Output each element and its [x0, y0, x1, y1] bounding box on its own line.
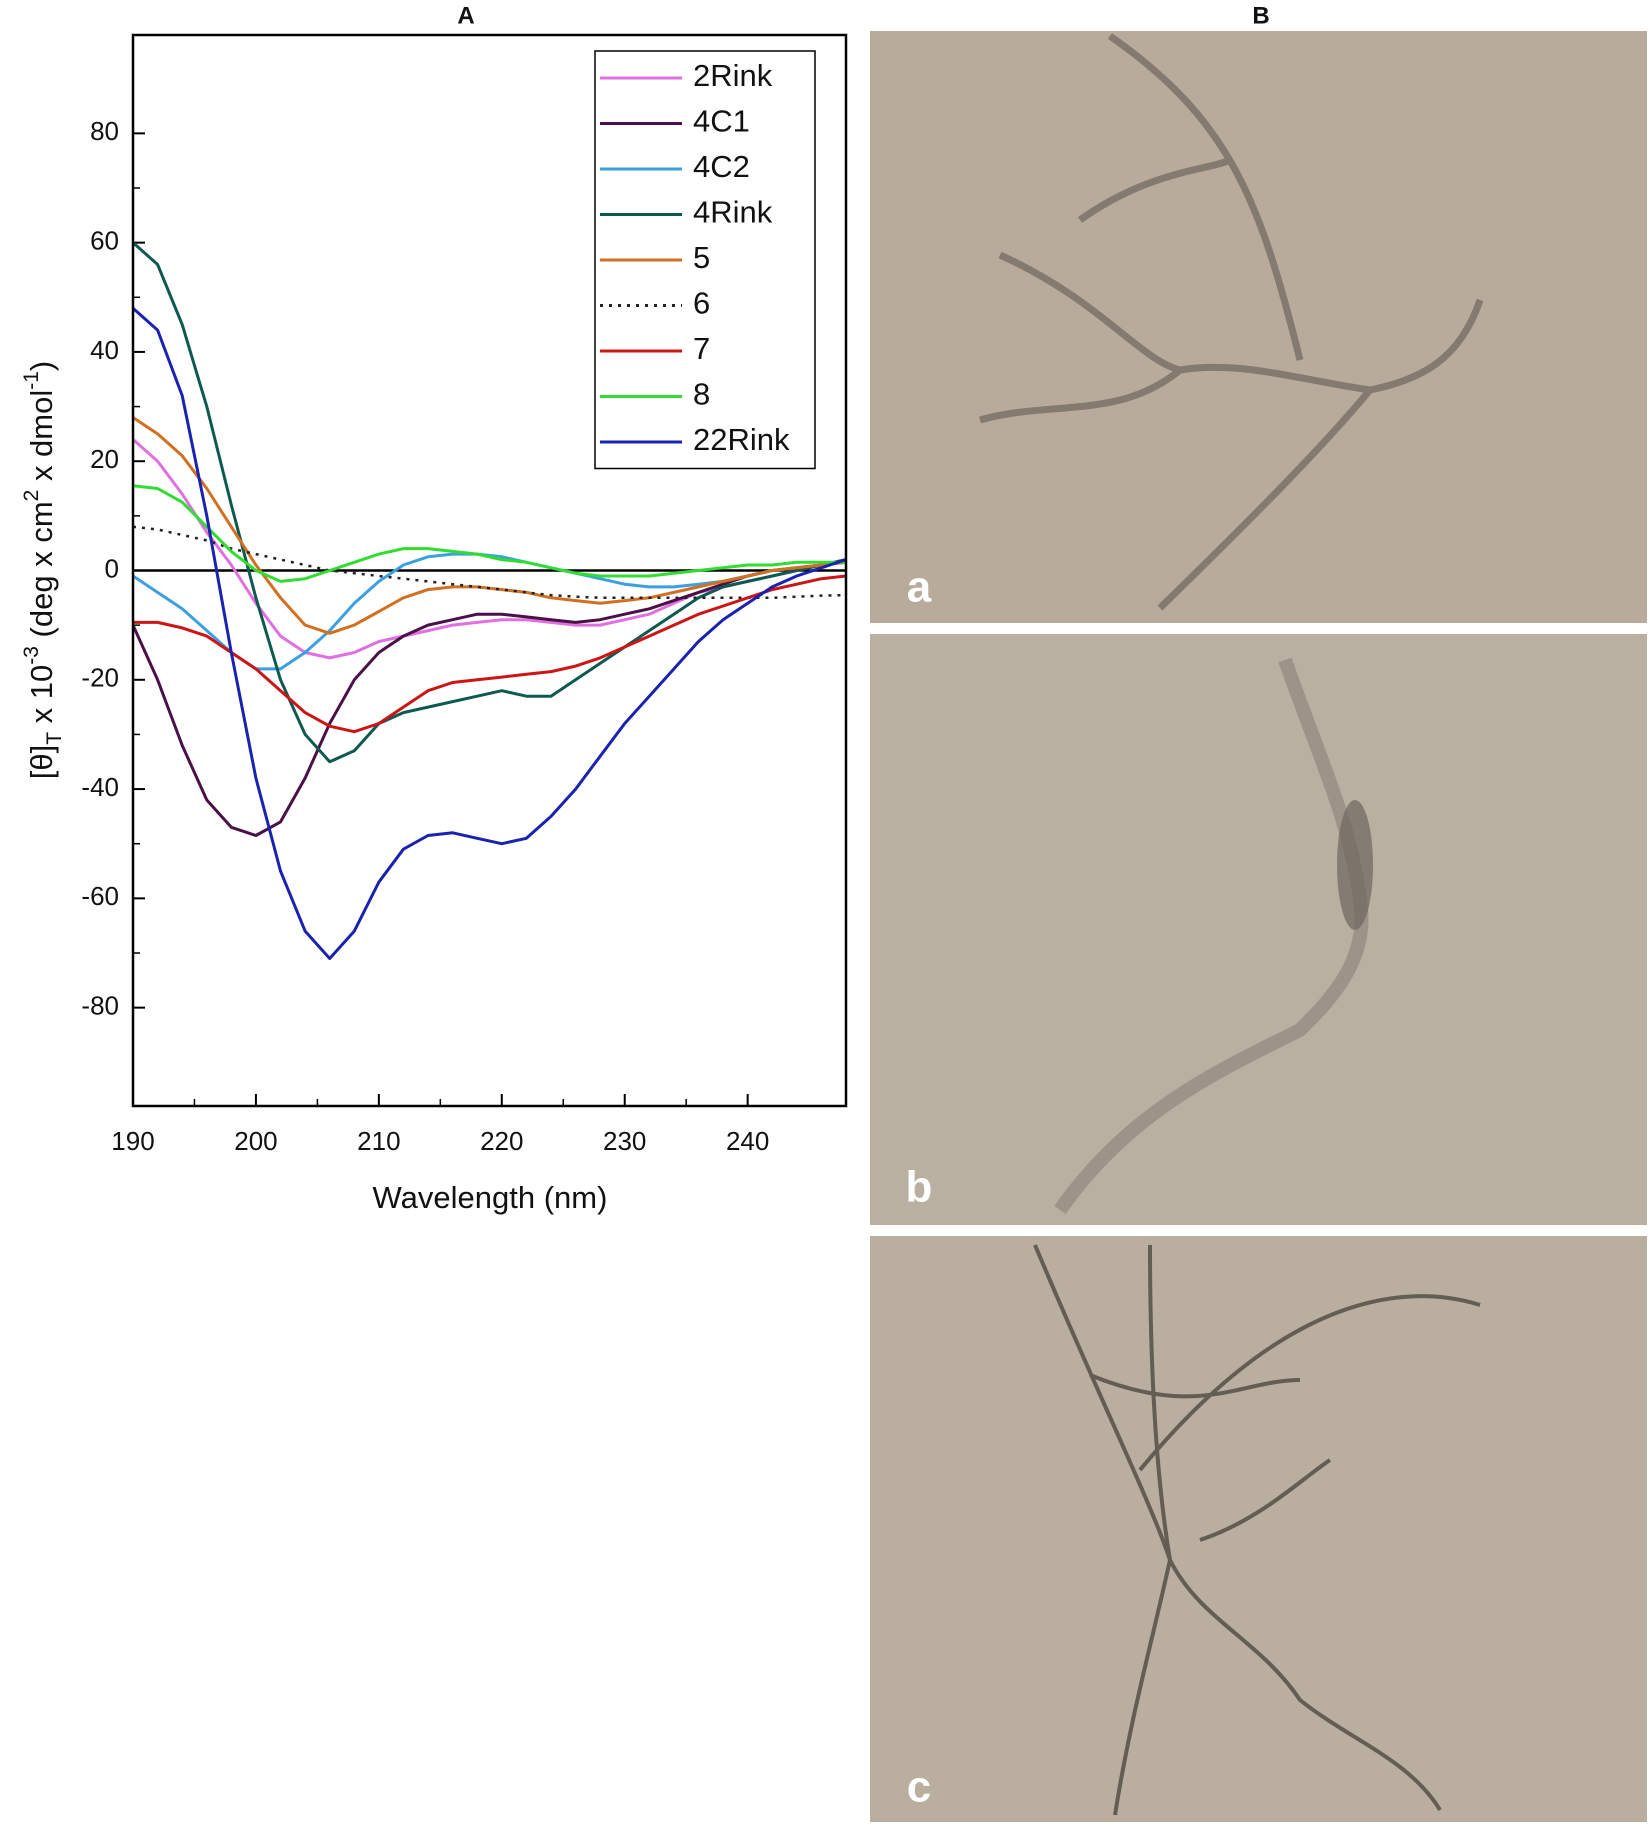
legend-label: 4C1: [693, 104, 750, 139]
x-tick-label: 240: [726, 1126, 769, 1156]
photo-label: b: [906, 1163, 933, 1212]
photo-label: c: [907, 1763, 931, 1812]
legend-label: 6: [693, 286, 710, 321]
series-line: [133, 560, 846, 837]
panel-title: A: [457, 2, 474, 29]
y-label-part: (deg x cm: [24, 501, 59, 646]
legend-label: 4Rink: [693, 195, 773, 230]
y-tick-label: -40: [81, 772, 119, 802]
series-line: [133, 438, 846, 660]
photo-a: [870, 31, 1647, 623]
y-label-part: -3: [20, 646, 43, 665]
photo-label: a: [907, 563, 932, 612]
y-tick-label: -80: [81, 991, 119, 1021]
x-tick-label: 230: [603, 1126, 646, 1156]
x-tick-label: 220: [480, 1126, 523, 1156]
y-label-part: ): [24, 361, 59, 371]
photos: [870, 31, 1647, 1822]
hypha: [979, 33, 1484, 611]
panel-title: B: [1252, 2, 1269, 29]
series-line: [133, 525, 846, 600]
photo-c: [870, 1236, 1647, 1822]
y-label-part: x dmol: [24, 390, 59, 490]
y-axis-label: [θ]T x 10-3 (deg x cm2 x dmol-1): [20, 361, 66, 780]
y-label-part: -1: [20, 371, 43, 390]
hypha: [1054, 657, 1369, 1215]
photo-b: [870, 634, 1647, 1225]
series-line: [133, 484, 846, 583]
series-line: [133, 574, 846, 734]
x-tick-label: 210: [357, 1126, 400, 1156]
x-axis-label: Wavelength (nm): [373, 1180, 608, 1215]
y-tick-label: 60: [90, 226, 119, 256]
y-tick-label: 20: [90, 444, 119, 474]
y-tick-label: 0: [105, 553, 119, 583]
y-tick-label: 40: [90, 335, 119, 365]
plot-frame: [131, 33, 848, 1108]
hypha: [1033, 1244, 1481, 1816]
x-tick-label: 190: [111, 1126, 154, 1156]
x-tick-label: 200: [234, 1126, 277, 1156]
legend-label: 22Rink: [693, 422, 790, 457]
legend-label: 7: [693, 331, 710, 366]
y-label-part: x 10: [24, 665, 59, 732]
series-line: [133, 241, 846, 764]
y-label-part: T: [43, 732, 66, 745]
legend-label: 5: [693, 240, 710, 275]
series-line: [133, 307, 846, 960]
y-label-part: [θ]: [24, 745, 59, 779]
legend-box: [594, 50, 816, 470]
y-tick-label: -60: [81, 881, 119, 911]
spore: [1337, 800, 1373, 930]
y-tick-label: -20: [81, 663, 119, 693]
y-tick-label: 80: [90, 116, 119, 146]
legend-label: 2Rink: [693, 58, 773, 93]
y-label-part: 2: [20, 490, 43, 502]
legend-label: 4C2: [693, 149, 750, 184]
legend-label: 8: [693, 377, 710, 412]
